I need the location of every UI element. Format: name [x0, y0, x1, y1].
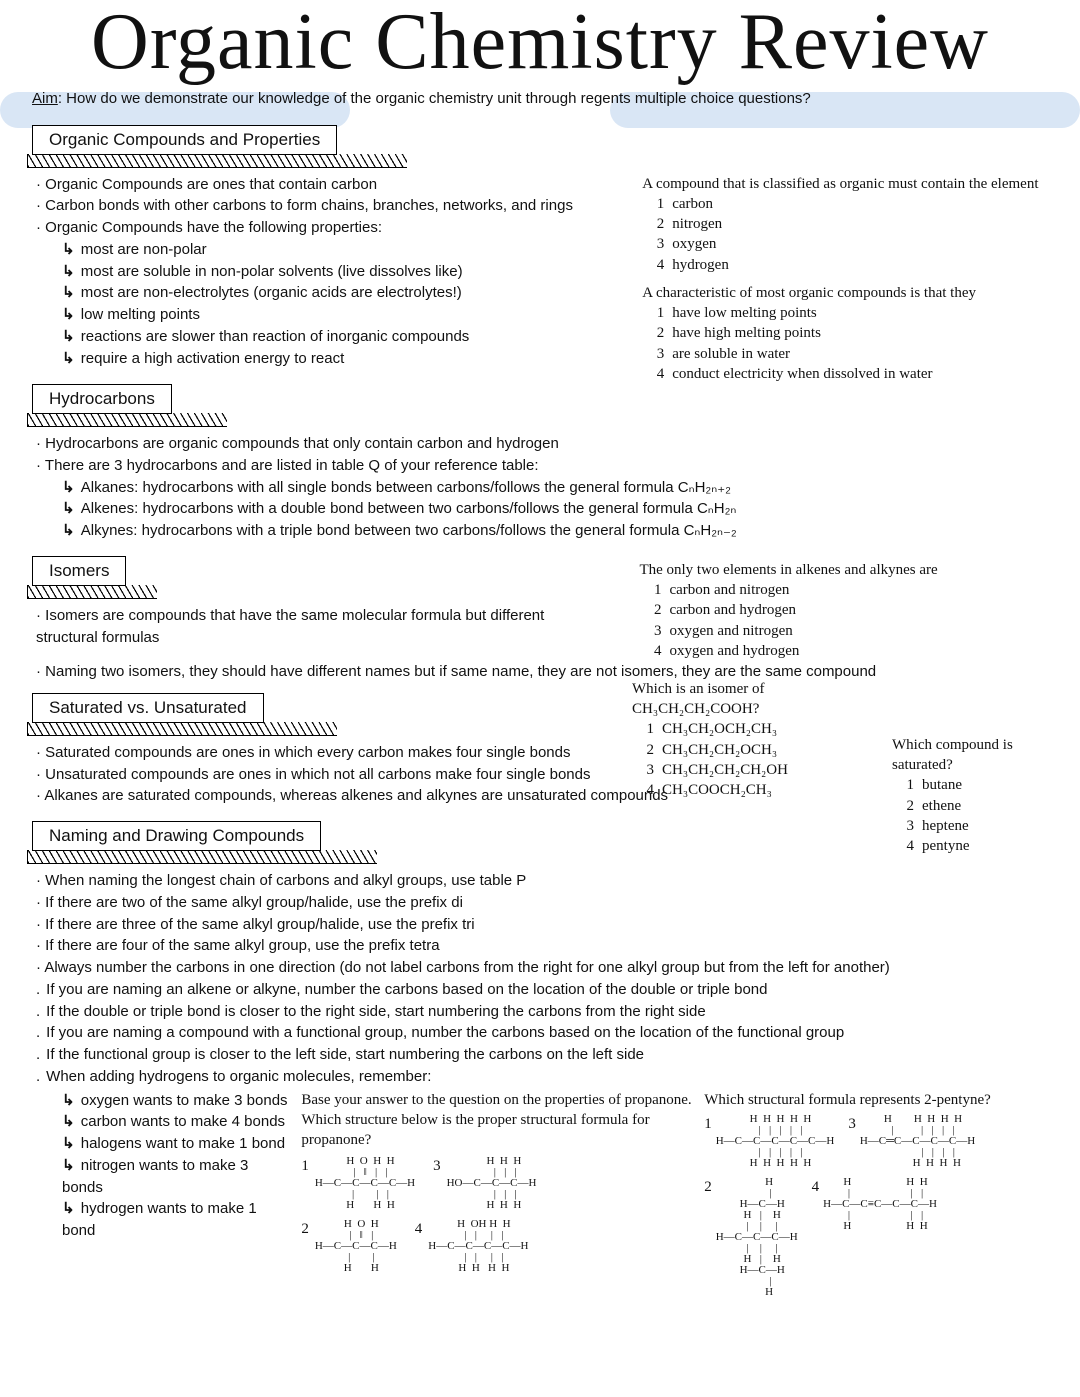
- question-stem: Which compound is saturated?: [892, 735, 1072, 776]
- structure-diagram: H O H H | ‖ | | H—C—C—C—C—H | | | H H H: [315, 1156, 415, 1211]
- sub-bullet: oxygen wants to make 3 bonds: [62, 1090, 288, 1112]
- option: 4pentyne: [902, 836, 1072, 856]
- sub-bullet: reactions are slower than reaction of in…: [62, 326, 469, 348]
- hatch-decor: [27, 722, 337, 736]
- option: 4conduct electricity when dissolved in w…: [652, 364, 1048, 384]
- sub-bullet: nitrogen wants to make 3 bonds: [62, 1155, 291, 1199]
- bullet: If the double or triple bond is closer t…: [46, 1001, 706, 1023]
- sub-bullet: hydrogen wants to make 1 bond: [62, 1198, 291, 1242]
- sub-bullet: Alkanes: hydrocarbons with all single bo…: [62, 477, 731, 499]
- section-header-isomers: Isomers: [32, 556, 126, 586]
- section-header-hydrocarbons: Hydrocarbons: [32, 384, 172, 414]
- bullet: Unsaturated compounds are ones in which …: [36, 764, 591, 786]
- option: 1butane: [902, 775, 1072, 795]
- bullet: If the functional group is closer to the…: [46, 1044, 644, 1066]
- option: 1have low melting points: [652, 303, 1048, 323]
- sub-bullet: require a high activation energy to reac…: [62, 348, 344, 370]
- bullet: If you are naming a compound with a func…: [46, 1022, 844, 1044]
- option: 2nitrogen: [652, 214, 1048, 234]
- sub-bullet: Alkynes: hydrocarbons with a triple bond…: [62, 520, 737, 542]
- question-stem: A compound that is classified as organic…: [642, 174, 1048, 194]
- sub-bullet: carbon wants to make 4 bonds: [62, 1111, 285, 1133]
- question-stem: Which structure below is the proper stru…: [301, 1110, 694, 1151]
- option: 1carbon: [652, 194, 1048, 214]
- bullet: If there are two of the same alkyl group…: [36, 892, 463, 914]
- section-header-naming: Naming and Drawing Compounds: [32, 821, 321, 851]
- structure-diagram: H O H | ‖ | H—C—C—C—H | | H H: [315, 1219, 397, 1274]
- structure-diagram: H | H—C—H H | H | | | H—C—C—C—H | | | H …: [716, 1177, 798, 1298]
- structure-diagram: H H H H H | | | | | H—C—C—C—C—C—H | | | …: [716, 1114, 835, 1169]
- sub-bullet: most are non-polar: [62, 239, 207, 261]
- option: 4oxygen and hydrogen: [649, 641, 1048, 661]
- option: 4CH₃COOCH₂CH₃: [642, 780, 892, 800]
- aim-label: Aim: [32, 90, 58, 107]
- option: 2have high melting points: [652, 323, 1048, 343]
- bullet: Organic Compounds have the following pro…: [36, 217, 382, 239]
- option: 2carbon and hydrogen: [649, 600, 1048, 620]
- structure-diagram: H H H H H | | | | | H—C═C—C—C—C—H | | | …: [860, 1114, 975, 1169]
- option: 2CH₃CH₂CH₂OCH₃: [642, 740, 892, 760]
- bullet: Organic Compounds are ones that contain …: [36, 174, 377, 196]
- sub-bullet: low melting points: [62, 304, 200, 326]
- option: 1CH₃CH₂OCH₂CH₃: [642, 719, 892, 739]
- question-stem: Base your answer to the question on the …: [301, 1090, 694, 1110]
- sub-bullet: most are soluble in non-polar solvents (…: [62, 261, 463, 283]
- bullet: There are 3 hydrocarbons and are listed …: [36, 455, 539, 477]
- aim-line: Aim: How do we demonstrate our knowledge…: [32, 90, 1048, 107]
- bullet: When adding hydrogens to organic molecul…: [46, 1066, 431, 1088]
- option: 1carbon and nitrogen: [649, 580, 1048, 600]
- hatch-decor: [27, 413, 227, 427]
- aim-text: : How do we demonstrate our knowledge of…: [58, 90, 811, 107]
- sub-bullet: halogens want to make 1 bond: [62, 1133, 285, 1155]
- option: 2ethene: [902, 796, 1072, 816]
- sub-bullet: most are non-electrolytes (organic acids…: [62, 282, 462, 304]
- bullet: If there are four of the same alkyl grou…: [36, 935, 440, 957]
- bullet: If you are naming an alkene or alkyne, n…: [46, 979, 767, 1001]
- section-header-compounds: Organic Compounds and Properties: [32, 125, 337, 155]
- bullet: When naming the longest chain of carbons…: [36, 870, 526, 892]
- bullet: Always number the carbons in one directi…: [36, 957, 890, 979]
- bullet: Carbon bonds with other carbons to form …: [36, 195, 573, 217]
- page-title: Organic Chemistry Review: [0, 0, 1080, 80]
- sub-bullet: Alkenes: hydrocarbons with a double bond…: [62, 498, 736, 520]
- bullet: Hydrocarbons are organic compounds that …: [36, 433, 559, 455]
- option: 3oxygen and nitrogen: [649, 621, 1048, 641]
- question-stem: Which structural formula represents 2-pe…: [704, 1090, 1048, 1110]
- question-stem: A characteristic of most organic compoun…: [642, 283, 1048, 303]
- question-stem: Which is an isomer of CH₃CH₂CH₂COOH?: [632, 679, 892, 720]
- structure-diagram: H H H | | | H—C—C≡C—C—C—H | | | H H H: [823, 1177, 937, 1298]
- option: 4hydrogen: [652, 255, 1048, 275]
- bullet: Saturated compounds are ones in which ev…: [36, 742, 570, 764]
- option: 3oxygen: [652, 234, 1048, 254]
- hatch-decor: [27, 850, 377, 864]
- option: 3CH₃CH₂CH₂CH₂OH: [642, 760, 892, 780]
- structure-diagram: H H H | | | HO—C—C—C—H | | | H H H: [447, 1156, 537, 1211]
- question-stem: The only two elements in alkenes and alk…: [639, 560, 1048, 580]
- option: 3are soluble in water: [652, 344, 1048, 364]
- bullet: Alkanes are saturated compounds, whereas…: [36, 785, 668, 807]
- bullet: Isomers are compounds that have the same…: [36, 605, 599, 649]
- section-header-saturated: Saturated vs. Unsaturated: [32, 693, 264, 723]
- structure-diagram: H OH H H | | | | H—C—C—C—C—H | | | | H H…: [428, 1219, 528, 1274]
- option: 3heptene: [902, 816, 1072, 836]
- hatch-decor: [27, 154, 407, 168]
- hatch-decor: [27, 585, 157, 599]
- bullet: If there are three of the same alkyl gro…: [36, 914, 475, 936]
